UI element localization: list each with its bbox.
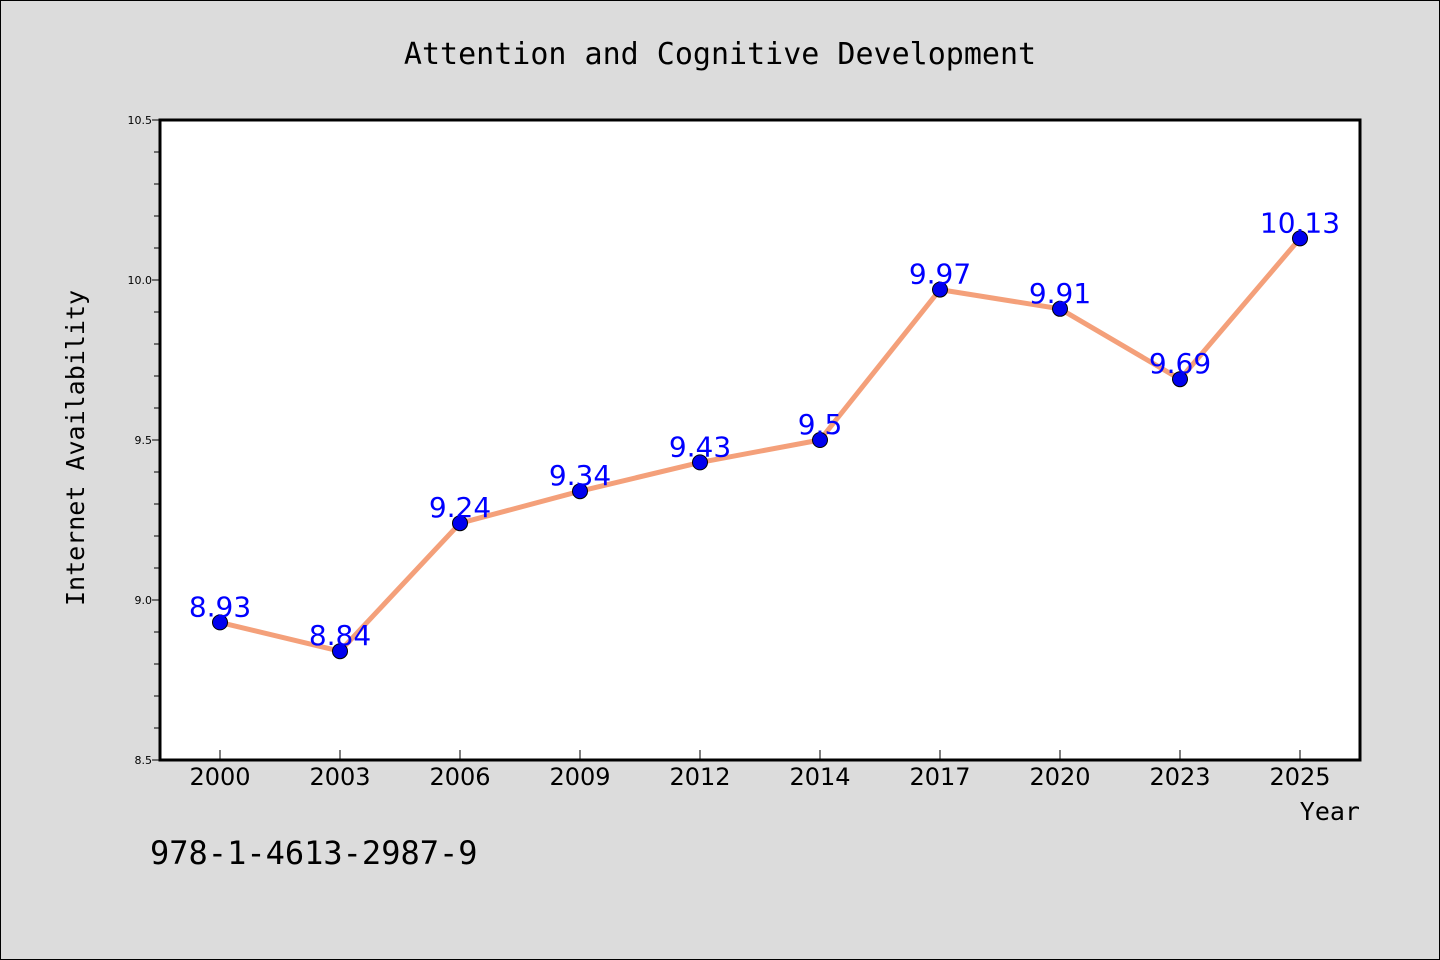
footer-isbn: 978-1-4613-2987-9 [150,834,478,872]
plot-area [158,118,1362,762]
data-point [692,454,708,471]
chart-title: Attention and Cognitive Development [404,37,1036,72]
x-tick-label: 2020 [1029,763,1090,791]
data-label: 9.43 [669,430,731,463]
x-tick-label: 2023 [1149,763,1210,791]
y-axis-label: Internet Availability [61,290,90,606]
data-point [332,643,348,660]
data-label: 9.91 [1029,277,1091,310]
y-tick-label: 9.5 [135,434,153,447]
x-tick-label: 2009 [549,763,610,791]
data-point [1052,300,1068,317]
y-tick-label: 10.0 [128,274,153,287]
data-point [572,483,588,500]
x-axis-label: Year [1300,797,1360,826]
data-label: 8.93 [189,590,251,623]
y-axis: 8.5 9.0 9.5 10.0 10.5 [128,114,160,767]
data-point [212,614,228,631]
data-point [812,432,828,448]
y-tick-label: 10.5 [128,114,153,127]
x-tick-label: 2014 [789,763,850,791]
y-tick-label: 8.5 [135,754,153,767]
data-point [452,515,468,532]
series-group: 8.93 8.84 9.24 9.34 9.43 9.5 9.97 9.91 9.69 10.13 [189,206,1340,660]
x-axis: 2000 2003 2006 2009 2012 2014 2017 2020 2023 2025 [189,750,1331,791]
x-tick-label: 2006 [429,763,490,791]
data-label: 9.5 [798,408,843,441]
data-label: 10.13 [1260,206,1340,239]
x-tick-label: 2000 [189,763,250,791]
data-label: 9.97 [909,258,971,291]
data-point [1172,371,1188,388]
data-point [1292,230,1308,247]
x-tick-label: 2025 [1269,763,1330,791]
series-line [219,236,1302,654]
x-tick-label: 2017 [909,763,970,791]
data-label: 9.24 [429,491,491,524]
y-tick-label: 9.0 [135,594,153,607]
x-tick-label: 2012 [669,763,730,791]
data-label: 8.84 [309,619,371,652]
x-tick-label: 2003 [309,763,370,791]
data-label: 9.34 [549,459,611,492]
data-label: 9.69 [1149,347,1211,380]
data-point [932,281,948,298]
